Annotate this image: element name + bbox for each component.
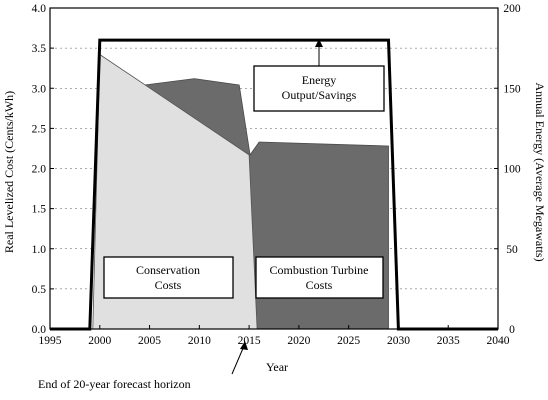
right-y-tick-label: 200 (503, 3, 521, 15)
right-y-tick-label: 100 (503, 164, 521, 176)
x-tick-label: 2030 (387, 335, 410, 347)
left-y-tick-label: 2.5 (32, 123, 47, 135)
x-tick-label: 2040 (487, 335, 510, 347)
right-y-tick-label: 0 (509, 324, 515, 336)
right-y-tick-label: 50 (506, 244, 518, 256)
conservation-box-line2: Costs (155, 278, 182, 292)
left-y-tick-label: 2.0 (32, 164, 47, 176)
right-y-axis: 0 50 100 150 200 (494, 3, 521, 336)
right-y-axis-label: Annual Energy (Average Megawatts) (533, 82, 547, 261)
left-y-tick-label: 1.0 (32, 244, 47, 256)
energy-annotation: Energy Output/Savings (253, 39, 385, 112)
x-tick-label: 2010 (188, 335, 211, 347)
turbine-box-line2: Costs (306, 278, 333, 292)
x-tick-label: 2005 (138, 335, 161, 347)
x-tick-label: 2020 (287, 335, 310, 347)
energy-arrowhead (315, 39, 323, 47)
conservation-box-line1: Conservation (136, 263, 200, 277)
energy-box-line2: Output/Savings (282, 88, 357, 102)
turbine-box (255, 256, 384, 299)
x-tick-label: 1995 (39, 335, 62, 347)
turbine-box-line1: Combustion Turbine (269, 263, 368, 277)
horizon-annotation: End of 20-year forecast horizon (38, 341, 248, 391)
turbine-annotation: Combustion Turbine Costs (255, 256, 384, 299)
left-y-tick-label: 3.0 (32, 83, 47, 95)
right-y-tick-label: 150 (503, 83, 521, 95)
horizon-note: End of 20-year forecast horizon (38, 377, 191, 391)
horizon-arrow (231, 345, 245, 375)
left-y-tick-label: 0.0 (32, 324, 47, 336)
left-y-tick-label: 4.0 (32, 3, 47, 15)
energy-box-line1: Energy (302, 73, 336, 87)
left-y-axis: 0.0 0.5 1.0 1.5 2.0 2.5 3.0 3.5 4.0 (32, 3, 54, 336)
horizon-arrowhead (240, 341, 248, 350)
left-y-tick-label: 0.5 (32, 284, 47, 296)
conservation-box (103, 256, 234, 299)
x-tick-label: 2015 (238, 335, 261, 347)
x-axis: 1995 2000 2005 2010 2015 2020 2025 2030 2035 2040 (39, 325, 510, 347)
left-y-tick-label: 3.5 (32, 43, 47, 55)
x-axis-label: Year (266, 360, 288, 374)
x-tick-label: 2025 (337, 335, 360, 347)
x-tick-label: 2035 (437, 335, 460, 347)
x-tick-label: 2000 (88, 335, 111, 347)
left-y-axis-label: Real Levelized Cost (Cents/kWh) (2, 91, 16, 253)
energy-box (253, 65, 385, 112)
left-y-tick-label: 1.5 (32, 204, 47, 216)
conservation-annotation: Conservation Costs (103, 256, 234, 299)
